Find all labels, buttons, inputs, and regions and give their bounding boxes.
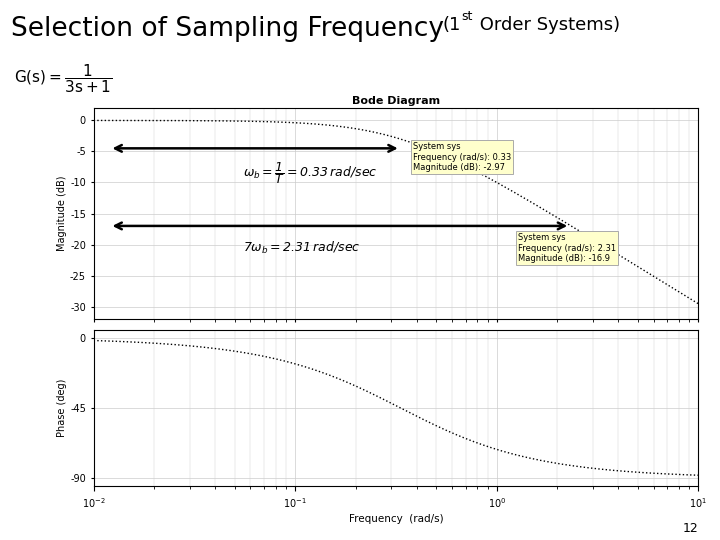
Text: Selection of Sampling Frequency: Selection of Sampling Frequency <box>11 16 452 42</box>
Text: $G(s) = \dfrac{1}{3s+1}$: $G(s) = \dfrac{1}{3s+1}$ <box>14 62 113 95</box>
Text: $7\omega_b = 2.31\,rad/sec$: $7\omega_b = 2.31\,rad/sec$ <box>243 240 361 256</box>
Text: Order Systems): Order Systems) <box>474 16 620 34</box>
Y-axis label: Magnitude (dB): Magnitude (dB) <box>57 176 67 251</box>
Text: $\omega_b = \dfrac{1}{T} = 0.33\,rad/sec$: $\omega_b = \dfrac{1}{T} = 0.33\,rad/sec… <box>243 160 377 186</box>
Text: System sys
Frequency (rad/s): 0.33
Magnitude (dB): -2.97: System sys Frequency (rad/s): 0.33 Magni… <box>413 142 511 172</box>
X-axis label: Frequency  (rad/s): Frequency (rad/s) <box>348 514 444 524</box>
Y-axis label: Phase (deg): Phase (deg) <box>58 379 67 437</box>
Text: 12: 12 <box>683 522 698 535</box>
Title: Bode Diagram: Bode Diagram <box>352 96 440 106</box>
Text: st: st <box>462 10 473 23</box>
Text: (1: (1 <box>443 16 462 34</box>
Text: System sys
Frequency (rad/s): 2.31
Magnitude (dB): -16.9: System sys Frequency (rad/s): 2.31 Magni… <box>518 233 616 263</box>
